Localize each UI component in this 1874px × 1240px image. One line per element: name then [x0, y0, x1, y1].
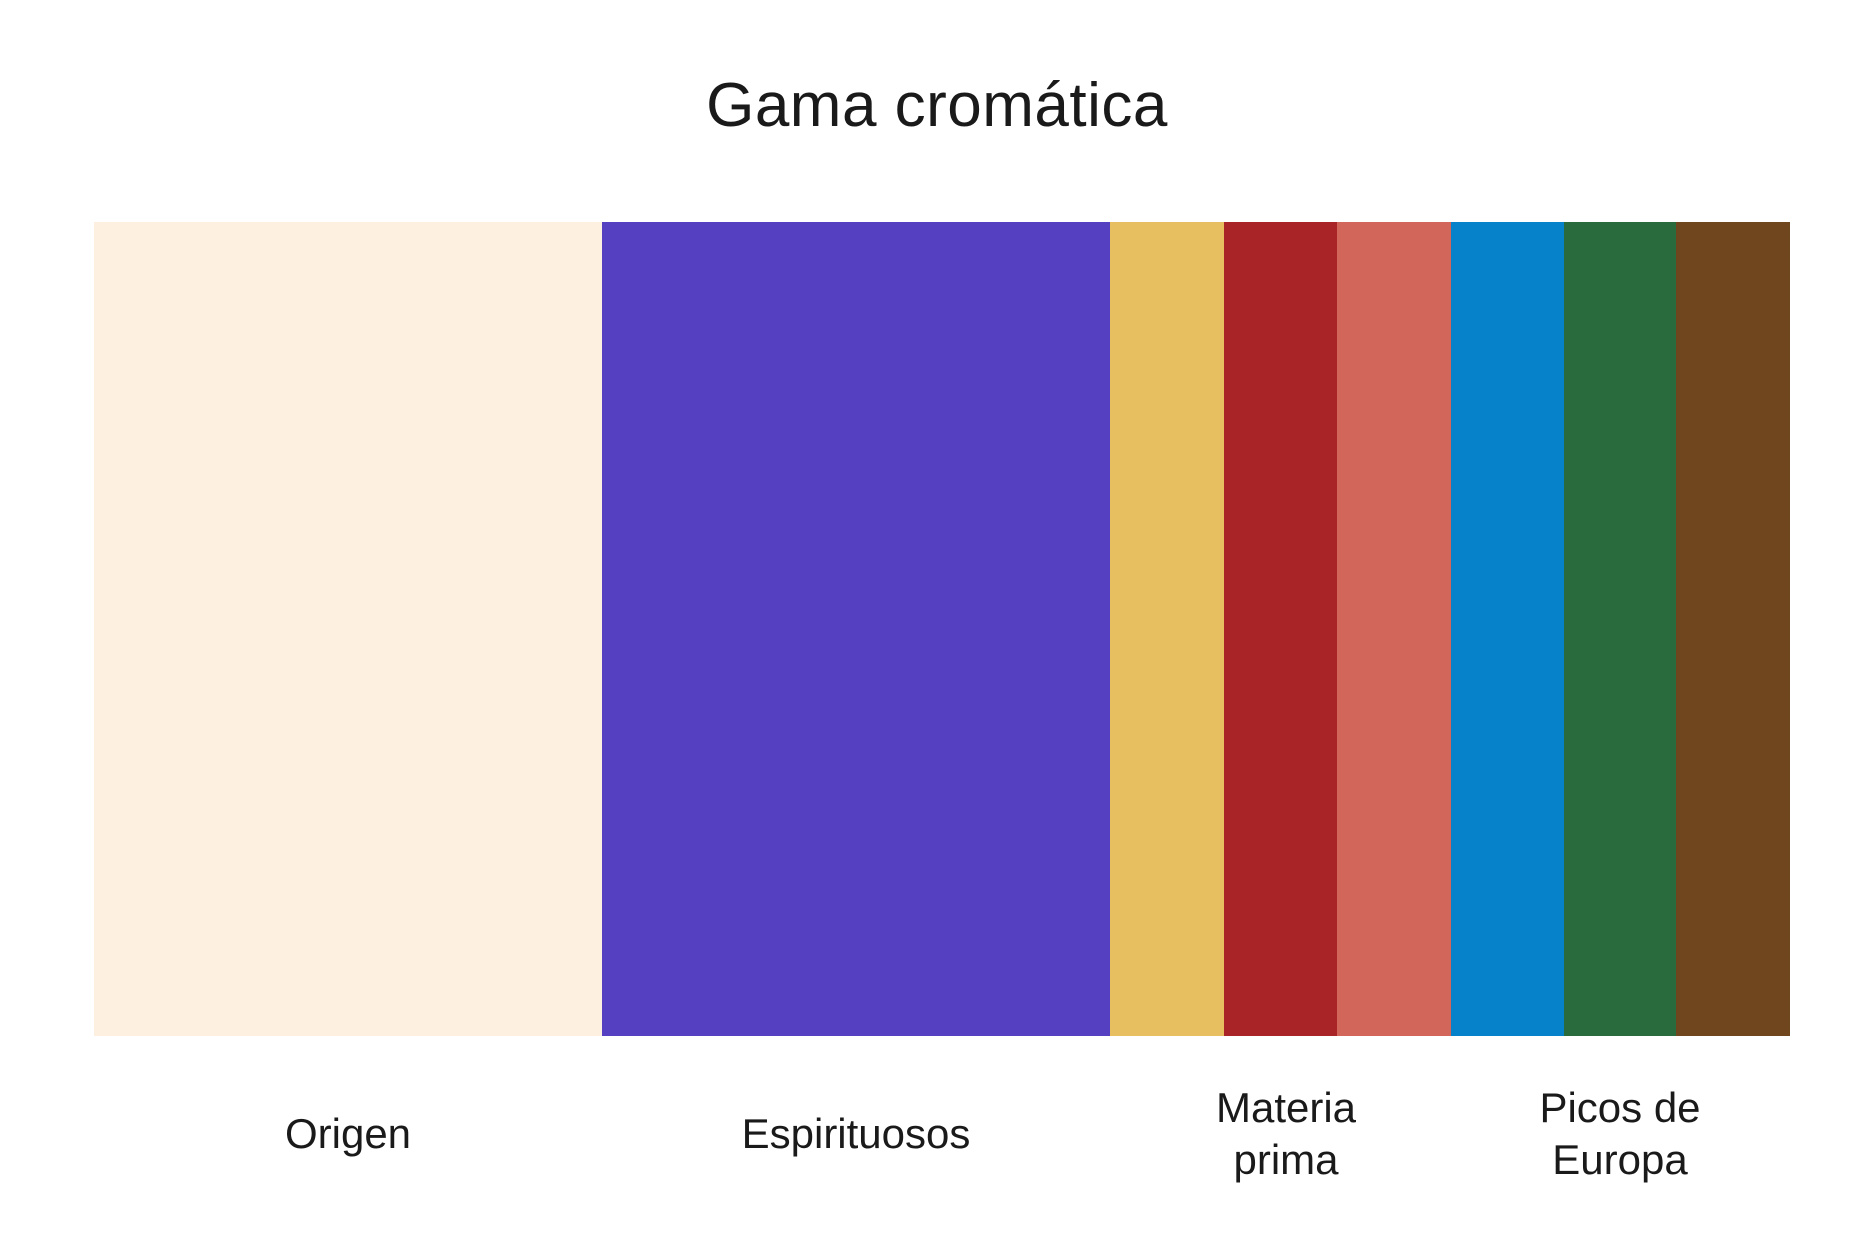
swatch-mustard — [1110, 222, 1224, 1036]
label-espirituosos: Espirituosos — [656, 1108, 1056, 1160]
label-materia-prima-line2: prima — [1233, 1136, 1339, 1183]
swatch-coral — [1337, 222, 1451, 1036]
swatch-brown — [1676, 222, 1790, 1036]
label-origen: Origen — [148, 1108, 548, 1160]
swatch-cream — [94, 222, 602, 1036]
swatch-green — [1564, 222, 1676, 1036]
color-palette — [94, 222, 1790, 1036]
label-materia-prima: Materia prima — [1126, 1082, 1446, 1186]
label-picos-de-europa-line1: Picos de — [1539, 1084, 1701, 1131]
swatch-crimson — [1224, 222, 1337, 1036]
label-picos-de-europa-line2: Europa — [1552, 1136, 1688, 1183]
label-picos-de-europa: Picos de Europa — [1460, 1082, 1780, 1186]
page-title: Gama cromática — [706, 71, 1168, 140]
swatch-violet — [602, 222, 1110, 1036]
label-espirituosos-line1: Espirituosos — [741, 1110, 971, 1157]
swatch-blue — [1451, 222, 1564, 1036]
label-origen-line1: Origen — [284, 1110, 412, 1157]
label-materia-prima-line1: Materia — [1215, 1084, 1357, 1131]
